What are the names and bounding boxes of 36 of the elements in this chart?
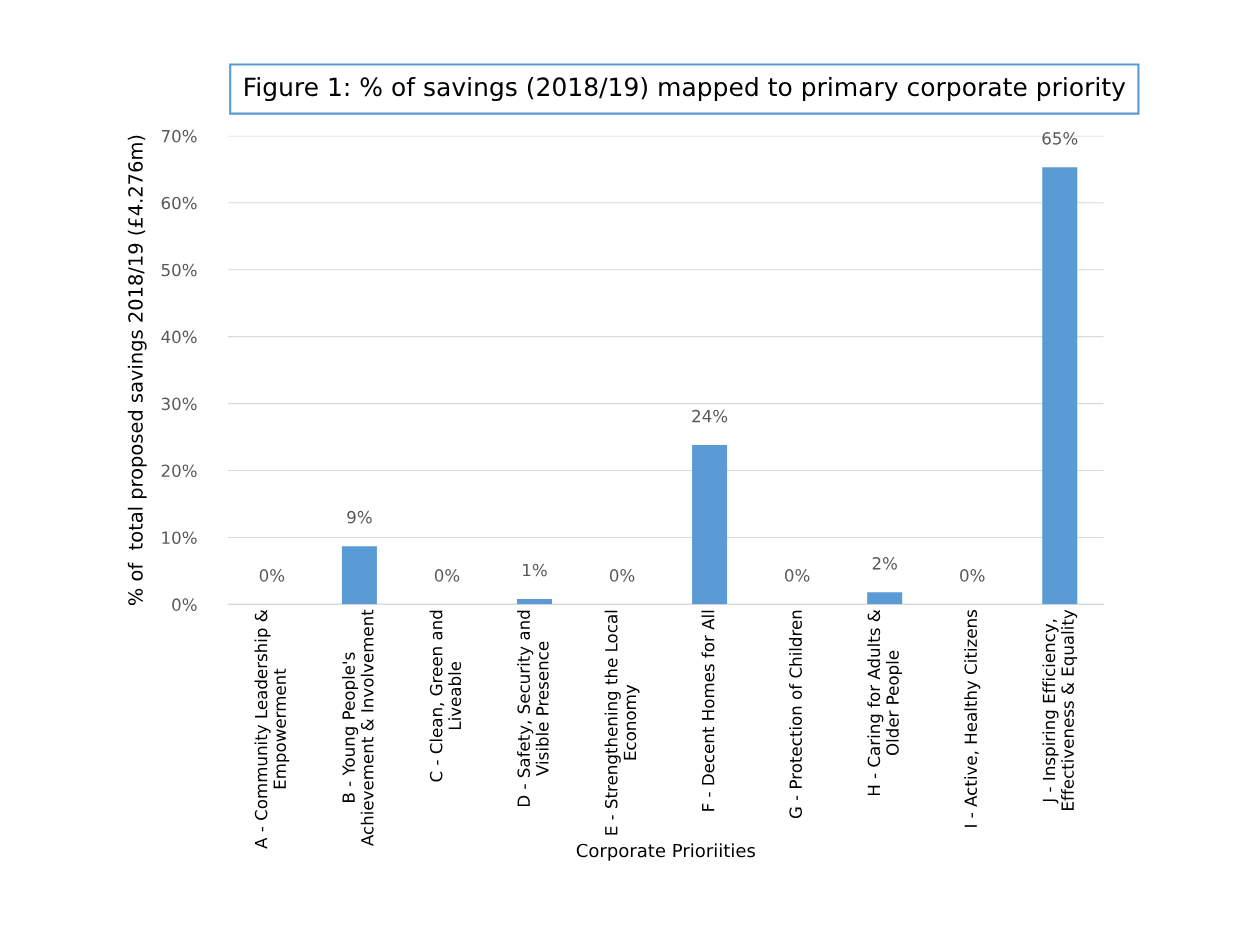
x-tick-label: B - Young People's Achievement & Involvement (342, 609, 374, 846)
bar (692, 445, 728, 605)
y-tick-label: 0% (172, 598, 197, 611)
data-label: 0% (609, 569, 635, 582)
x-axis-title: Corporate Prioriities (576, 843, 755, 861)
y-tick-label: 60% (161, 196, 197, 210)
chart-title: Figure 1: % of savings (2018/19) mapped to primary corporate priority (245, 76, 1126, 102)
y-tick-label: 40% (161, 330, 197, 344)
y-tick-label: 70% (161, 129, 197, 143)
x-tick-label: G - Protection of Children (789, 610, 802, 819)
x-tick-label: F - Decent Homes for All (701, 610, 715, 811)
data-label: 24% (692, 409, 728, 423)
data-label: 0% (960, 569, 985, 582)
data-label: 65% (1042, 132, 1078, 145)
data-label: 1% (523, 563, 547, 577)
bar (867, 592, 903, 605)
data-label: 0% (434, 569, 460, 582)
y-tick-label: 20% (161, 464, 197, 478)
data-label: 0% (259, 569, 285, 582)
x-tick-label: J - Inspiring Efficiency, Effectiveness & Equality (1042, 609, 1078, 810)
y-tick-label: 50% (161, 263, 197, 277)
x-tick-label: H - Caring for Adults & Older People (867, 609, 903, 796)
x-tick-label: I - Active, Healthy Citizens (964, 610, 981, 827)
x-tick-label: E - Strengthening the Local Economy (604, 610, 640, 835)
data-label: 9% (347, 510, 372, 524)
x-tick-label: A - Community Leadership & Empowerment (254, 609, 290, 849)
bar (341, 546, 377, 605)
data-label: 0% (785, 569, 810, 582)
bar (1042, 167, 1078, 605)
bar (517, 599, 553, 605)
x-tick-label: C - Clean, Green and Liveable (429, 610, 462, 782)
y-tick-label: 30% (161, 397, 197, 411)
x-tick-label: D - Safety, Security and Visible Presence (517, 610, 549, 807)
y-tick-label: 10% (162, 531, 197, 545)
y-axis-title: % of total proposed savings 2018/19 (£4.276m) (127, 135, 147, 606)
data-label: 2% (872, 557, 897, 570)
